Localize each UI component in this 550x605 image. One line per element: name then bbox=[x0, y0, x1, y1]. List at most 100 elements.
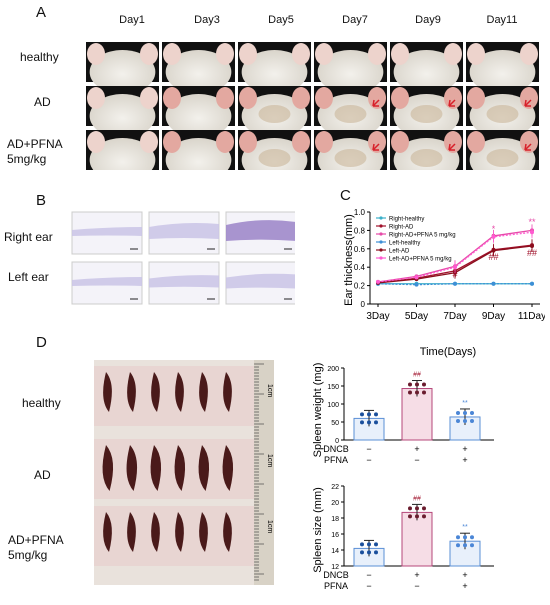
y-tick-label: 0.6 bbox=[354, 245, 366, 254]
legend-label: Right-healthy bbox=[389, 217, 424, 223]
data-point bbox=[422, 506, 426, 511]
treatment-sign: − bbox=[414, 581, 419, 591]
spleen bbox=[126, 445, 138, 491]
ruler-label: 1cm bbox=[266, 520, 273, 533]
data-point bbox=[415, 382, 419, 387]
data-point bbox=[414, 275, 419, 280]
row-label-dose: 5mg/kg bbox=[7, 152, 47, 166]
legend-marker bbox=[379, 248, 383, 252]
right-ear bbox=[520, 43, 538, 65]
significance-mark: ## bbox=[488, 252, 498, 262]
data-point bbox=[470, 418, 474, 423]
treatment-sign: − bbox=[366, 444, 371, 454]
row-label-dose-d: 5mg/kg bbox=[8, 548, 48, 562]
data-point bbox=[415, 506, 419, 511]
treatment-sign: + bbox=[462, 581, 467, 591]
tissue-section bbox=[149, 275, 219, 288]
right-ear bbox=[368, 87, 386, 109]
data-point bbox=[408, 506, 412, 511]
spleen-size-chart: Spleen size (mm) 121416182022−−+−++##**D… bbox=[312, 484, 494, 591]
right-ear bbox=[368, 43, 386, 65]
treatment-label: DNCB bbox=[323, 570, 349, 580]
data-point bbox=[470, 535, 474, 540]
significance-mark: ## bbox=[413, 372, 421, 379]
data-point bbox=[408, 390, 412, 395]
right-ear bbox=[292, 131, 310, 153]
day-label: Day3 bbox=[194, 14, 220, 26]
spleen-weight-chart: Spleen weight (mg) 050100150200−−+−++##*… bbox=[312, 363, 494, 465]
left-ear bbox=[87, 131, 105, 153]
legend-marker bbox=[379, 240, 383, 244]
legend-label: Left-healthy bbox=[389, 241, 420, 247]
day-label: Day7 bbox=[342, 14, 368, 26]
panel-label-b: B bbox=[36, 192, 47, 209]
spleen bbox=[199, 512, 208, 552]
data-point bbox=[470, 410, 474, 415]
spleen bbox=[222, 445, 234, 491]
mouse-body bbox=[165, 50, 232, 94]
left-ear bbox=[239, 87, 257, 109]
lesion bbox=[410, 149, 443, 167]
right-ear bbox=[140, 87, 158, 109]
x-tick-label: 5Day bbox=[405, 311, 428, 322]
spleen bbox=[151, 372, 160, 412]
y-tick-label: 18 bbox=[331, 516, 339, 523]
left-ear bbox=[391, 131, 409, 153]
left-ear bbox=[87, 43, 105, 65]
legend-label: Right-AD+PFNA 5 mg/kg bbox=[389, 233, 456, 239]
data-point bbox=[414, 282, 419, 287]
legend-marker bbox=[379, 224, 383, 228]
tissue-section bbox=[226, 220, 295, 241]
spleen bbox=[175, 512, 184, 552]
spleen-photo: 1cm 1cm 1cm bbox=[94, 360, 274, 585]
lesion bbox=[334, 149, 367, 167]
significance-mark: * bbox=[492, 224, 496, 234]
data-point bbox=[415, 390, 419, 395]
treatment-sign: + bbox=[462, 455, 467, 465]
data-point bbox=[463, 535, 467, 540]
treatment-label: PFNA bbox=[324, 455, 348, 465]
legend-label: Left-AD+PFNA 5 mg/kg bbox=[389, 257, 452, 263]
spleen bbox=[199, 372, 208, 412]
y-tick-label: 50 bbox=[331, 420, 339, 427]
lesion bbox=[334, 105, 367, 123]
significance-mark: ** bbox=[462, 524, 468, 531]
treatment-sign: + bbox=[414, 444, 419, 454]
arrow-icon bbox=[448, 143, 456, 151]
spleen bbox=[223, 372, 232, 412]
data-point bbox=[470, 543, 474, 548]
y-tick-label: 0 bbox=[335, 438, 339, 445]
y-tick-label: 12 bbox=[331, 564, 339, 571]
y-tick-label: 100 bbox=[327, 402, 339, 409]
y-tick-label: 0 bbox=[361, 300, 366, 309]
left-ear bbox=[239, 131, 257, 153]
data-point bbox=[530, 281, 534, 286]
tissue-section bbox=[226, 273, 295, 289]
left-ear bbox=[163, 43, 181, 65]
right-ear bbox=[444, 131, 462, 153]
spleen bbox=[103, 372, 112, 412]
row-label-healthy: healthy bbox=[20, 50, 59, 64]
data-point bbox=[360, 420, 364, 425]
right-ear bbox=[216, 131, 234, 153]
mouse-body bbox=[165, 138, 232, 170]
left-ear bbox=[163, 87, 181, 109]
data-point bbox=[456, 418, 460, 423]
data-point bbox=[456, 410, 460, 415]
y-tick-label: 22 bbox=[331, 484, 339, 491]
day-label: Day5 bbox=[268, 14, 294, 26]
left-ear bbox=[467, 43, 485, 65]
row-label-ad: AD bbox=[34, 95, 51, 109]
left-ear bbox=[315, 43, 333, 65]
significance-mark: ** bbox=[528, 217, 536, 227]
right-ear bbox=[368, 131, 386, 153]
spleen bbox=[223, 512, 232, 552]
ruler-label: 1cm bbox=[266, 384, 273, 397]
y-tick-label: 20 bbox=[331, 500, 339, 507]
lesion bbox=[410, 105, 443, 123]
data-point bbox=[376, 279, 380, 284]
mouse-body bbox=[89, 138, 156, 170]
day-label: Day11 bbox=[486, 14, 518, 26]
y-tick-label: 0.4 bbox=[354, 263, 366, 272]
y-tick-label: 0.2 bbox=[354, 282, 366, 291]
